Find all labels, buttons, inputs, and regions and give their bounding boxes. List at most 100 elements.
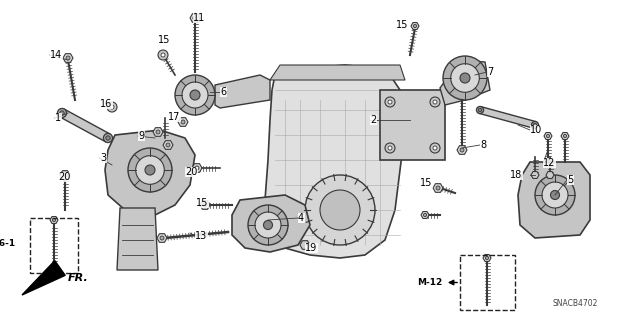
Polygon shape	[60, 171, 70, 179]
Circle shape	[136, 156, 164, 184]
Circle shape	[156, 130, 160, 134]
Polygon shape	[190, 14, 200, 22]
Polygon shape	[479, 107, 536, 128]
Text: 17: 17	[168, 112, 180, 122]
Polygon shape	[50, 217, 58, 224]
Text: 9: 9	[138, 131, 144, 141]
Text: 2: 2	[370, 115, 376, 125]
Circle shape	[477, 107, 483, 114]
Polygon shape	[483, 255, 491, 262]
Circle shape	[264, 220, 273, 229]
Polygon shape	[215, 75, 270, 108]
Polygon shape	[178, 118, 188, 126]
Text: 3: 3	[100, 153, 106, 163]
Circle shape	[385, 143, 395, 153]
Text: 15: 15	[396, 20, 408, 30]
Text: 15: 15	[420, 178, 433, 188]
Text: 12: 12	[543, 158, 556, 168]
Circle shape	[531, 122, 538, 129]
Circle shape	[193, 16, 197, 20]
Circle shape	[104, 133, 113, 143]
Circle shape	[158, 50, 168, 60]
Polygon shape	[518, 162, 590, 238]
Circle shape	[66, 56, 70, 60]
Polygon shape	[105, 130, 195, 215]
Text: 15: 15	[196, 198, 209, 208]
Circle shape	[182, 82, 208, 108]
Circle shape	[388, 100, 392, 104]
Bar	[380, 90, 445, 160]
Polygon shape	[433, 184, 443, 192]
Polygon shape	[380, 95, 420, 140]
Polygon shape	[421, 211, 429, 219]
Circle shape	[563, 134, 566, 137]
Circle shape	[460, 73, 470, 83]
Circle shape	[161, 53, 165, 57]
Circle shape	[110, 105, 114, 109]
Text: 8: 8	[480, 140, 486, 150]
Polygon shape	[561, 132, 569, 139]
Text: 11: 11	[193, 13, 205, 23]
Polygon shape	[270, 65, 405, 80]
Text: 15: 15	[158, 35, 170, 45]
Text: SNACB4702: SNACB4702	[552, 299, 598, 308]
Circle shape	[388, 146, 392, 150]
Bar	[30, 218, 78, 273]
Polygon shape	[232, 195, 310, 252]
Polygon shape	[60, 109, 110, 142]
Circle shape	[107, 102, 117, 112]
Polygon shape	[440, 60, 490, 105]
Circle shape	[305, 175, 375, 245]
Circle shape	[436, 186, 440, 190]
Text: E-6-1: E-6-1	[0, 239, 15, 248]
Circle shape	[255, 212, 281, 238]
Polygon shape	[108, 104, 116, 110]
Circle shape	[190, 90, 200, 100]
Polygon shape	[153, 128, 163, 136]
Polygon shape	[117, 208, 158, 270]
Circle shape	[413, 24, 417, 28]
Text: 5: 5	[567, 175, 573, 185]
Text: 20: 20	[185, 167, 197, 177]
Polygon shape	[192, 164, 202, 172]
Text: 1: 1	[55, 113, 61, 123]
Circle shape	[128, 148, 172, 192]
Polygon shape	[411, 23, 419, 29]
Text: 13: 13	[195, 231, 207, 241]
Text: 6: 6	[220, 87, 226, 97]
Text: 7: 7	[487, 67, 493, 77]
Text: FR.: FR.	[68, 273, 89, 283]
Circle shape	[533, 123, 537, 127]
Text: M-12: M-12	[417, 278, 442, 287]
Circle shape	[145, 165, 155, 175]
Circle shape	[433, 100, 437, 104]
Text: 20: 20	[58, 172, 70, 182]
Circle shape	[485, 256, 488, 260]
Text: 4: 4	[298, 213, 304, 223]
Circle shape	[542, 182, 568, 208]
Polygon shape	[544, 132, 552, 139]
Circle shape	[160, 236, 164, 240]
Circle shape	[166, 143, 170, 147]
Text: 19: 19	[305, 243, 317, 253]
Circle shape	[385, 97, 395, 107]
Circle shape	[443, 56, 487, 100]
Text: 16: 16	[100, 99, 112, 109]
Polygon shape	[163, 141, 173, 149]
Polygon shape	[159, 52, 167, 58]
Text: 10: 10	[530, 125, 542, 135]
Circle shape	[60, 111, 64, 115]
Circle shape	[433, 146, 437, 150]
Circle shape	[161, 53, 164, 56]
Text: 14: 14	[50, 50, 62, 60]
Polygon shape	[546, 172, 554, 178]
Polygon shape	[22, 261, 65, 295]
Circle shape	[63, 173, 67, 177]
Circle shape	[430, 97, 440, 107]
Bar	[460, 255, 515, 310]
Circle shape	[550, 190, 559, 199]
Circle shape	[248, 205, 288, 245]
Text: 18: 18	[510, 170, 522, 180]
Circle shape	[547, 134, 550, 137]
Circle shape	[52, 219, 56, 222]
